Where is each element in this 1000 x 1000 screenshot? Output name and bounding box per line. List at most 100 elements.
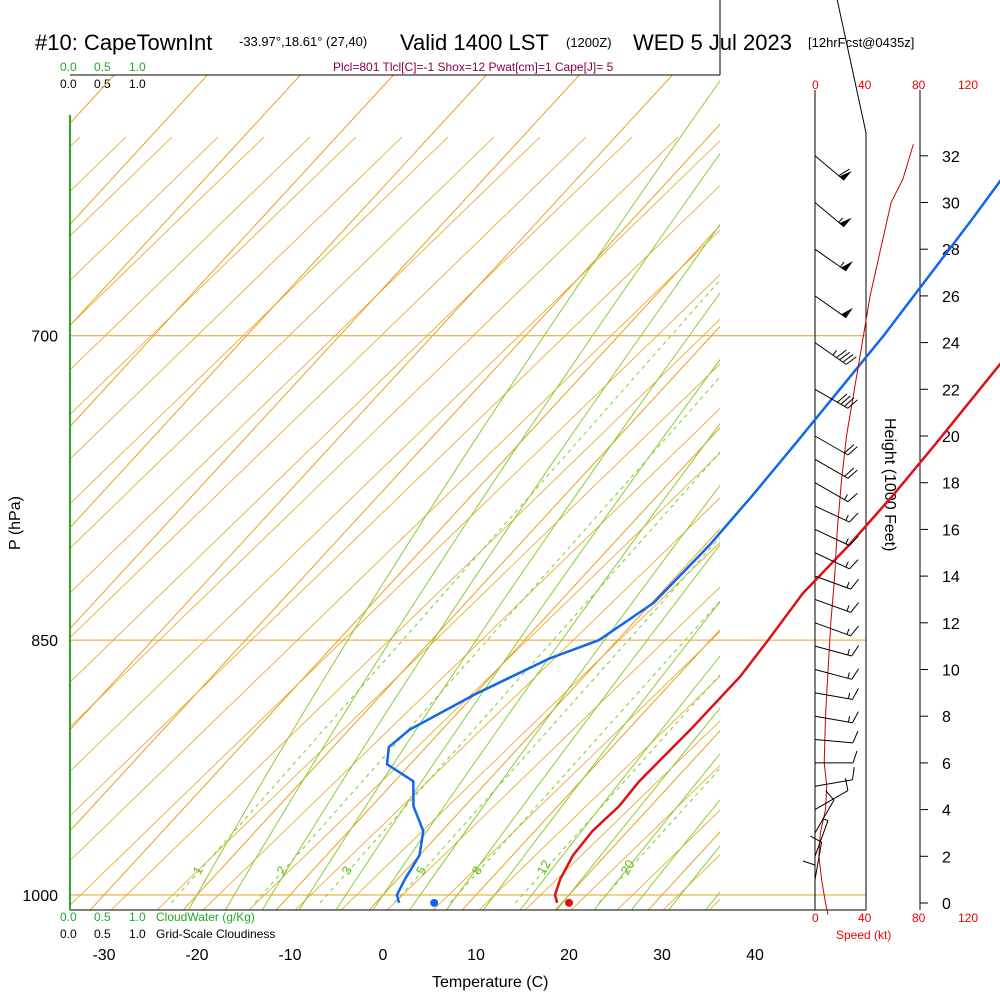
speed-top-0: 0 [812, 78, 819, 92]
wind-barb-flag [841, 307, 854, 318]
cw-bottom-1: 0.5 [94, 910, 111, 924]
wind-barb-staff [814, 248, 847, 272]
sounding-traces [385, 179, 1000, 907]
wind-barb-staff [814, 505, 850, 523]
isotherm--70 [70, 75, 488, 529]
wind-barb-half [845, 514, 849, 521]
dry-adiabat [0, 137, 34, 1000]
dry-adiabat [70, 229, 720, 862]
wind-barb-feather [852, 731, 859, 744]
dry-adiabat [882, 137, 1000, 1000]
height-tick-4: 4 [942, 803, 951, 820]
moist-adiabat [372, 422, 720, 910]
moist-adiabat-lines [187, 80, 720, 910]
date-text: WED 5 Jul 2023 [633, 30, 792, 55]
wind-barb-staff [814, 295, 847, 319]
speed-top-3: 120 [958, 78, 978, 92]
wind-barb-half [845, 538, 849, 544]
isotherm--10 [275, 426, 720, 910]
mixing-ratio-label: 20 [617, 857, 637, 877]
wind-barb-staff [814, 820, 829, 857]
dry-adiabat [294, 497, 720, 910]
dry-adiabat [110, 318, 720, 910]
dry-adiabat [70, 136, 541, 594]
dewpoint-trace [385, 179, 1000, 904]
dry-adiabat [70, 136, 449, 505]
wind-barb-feather [850, 625, 859, 637]
station-title: #10: CapeTownInt [35, 30, 212, 55]
dry-adiabat [928, 137, 1000, 1000]
cw-bottom-label: CloudWater (g/Kg) [156, 910, 255, 924]
mixing-ratio-line [394, 536, 720, 904]
wind-barb-feather [849, 512, 859, 523]
wind-barb-feather [851, 688, 859, 700]
temp-tick--30: -30 [92, 947, 115, 964]
mixing-ratio-line [598, 767, 720, 904]
dry-adiabat [478, 675, 720, 910]
wind-barb-staff [814, 482, 849, 503]
dry-adiabat [432, 631, 720, 910]
isotherm--30 [89, 224, 720, 910]
wind-barb-staff [814, 715, 853, 724]
cw-top-2: 1.0 [129, 60, 146, 74]
dry-adiabat [70, 136, 173, 237]
moist-adiabat [261, 223, 720, 910]
height-tick-18: 18 [942, 476, 960, 493]
wind-barb-feather [852, 750, 858, 764]
wind-barb-staff [814, 528, 850, 546]
moist-adiabat [224, 152, 720, 910]
wind-barb-feather [802, 860, 816, 866]
speed-top-2: 80 [912, 78, 926, 92]
wind-barb-staff [814, 342, 847, 365]
wind-barb-feather [810, 835, 822, 843]
height-tick-2: 2 [942, 849, 951, 866]
isobar-lines [70, 335, 866, 896]
speed-bottom-2: 80 [912, 911, 926, 925]
wind-barb-feather [838, 168, 850, 177]
cw-bottom-2: 1.0 [129, 910, 146, 924]
dry-adiabat [708, 898, 720, 910]
wind-barb-flag [839, 171, 852, 181]
wind-barb-half [846, 581, 850, 588]
moist-adiabat [298, 292, 720, 910]
isotherm-50 [834, 0, 1000, 911]
wind-barb-flag [841, 261, 854, 271]
wind-barb-half [838, 217, 843, 223]
location-text: -33.97°,18.61° (27,40) [239, 34, 367, 49]
cl-bottom-0: 0.0 [60, 927, 77, 941]
height-tick-6: 6 [942, 756, 951, 773]
height-tick-8: 8 [942, 709, 951, 726]
temperature-trace [553, 362, 1000, 904]
wind-barb-half [847, 716, 851, 723]
dry-adiabat [836, 137, 1000, 1000]
wind-barb-feather [844, 444, 855, 454]
isotherm--40 [70, 123, 720, 832]
wind-barb-half [847, 649, 850, 656]
height-tick-16: 16 [942, 522, 960, 539]
dry-adiabat [248, 452, 720, 910]
mixing-ratio-line [170, 279, 720, 904]
temp-tick-20: 20 [560, 947, 578, 964]
dry-adiabat [386, 586, 720, 910]
isotherm--20 [182, 325, 720, 910]
surface-dewpoint-point [430, 898, 439, 907]
wind-barb-staff [814, 622, 851, 637]
moist-adiabat [409, 484, 720, 910]
wind-barb-feather [844, 397, 855, 407]
dry-adiabat [70, 136, 633, 683]
pressure-tick-850: 850 [31, 633, 58, 650]
frame-right-lower [836, 0, 867, 910]
dry-adiabat [744, 137, 1000, 1000]
isotherm--100 [70, 75, 209, 226]
cl-top-2: 1.0 [129, 77, 146, 91]
speed-bottom-1: 40 [858, 911, 872, 925]
moist-adiabat [445, 544, 720, 910]
height-tick-32: 32 [942, 149, 960, 166]
wind-barb-staff [814, 435, 849, 456]
wind-barb-feather [837, 393, 848, 403]
mixing-ratio-label: 5 [413, 864, 430, 878]
isotherm--80 [70, 75, 395, 428]
moist-adiabat [335, 358, 720, 910]
dry-adiabat [70, 140, 720, 772]
